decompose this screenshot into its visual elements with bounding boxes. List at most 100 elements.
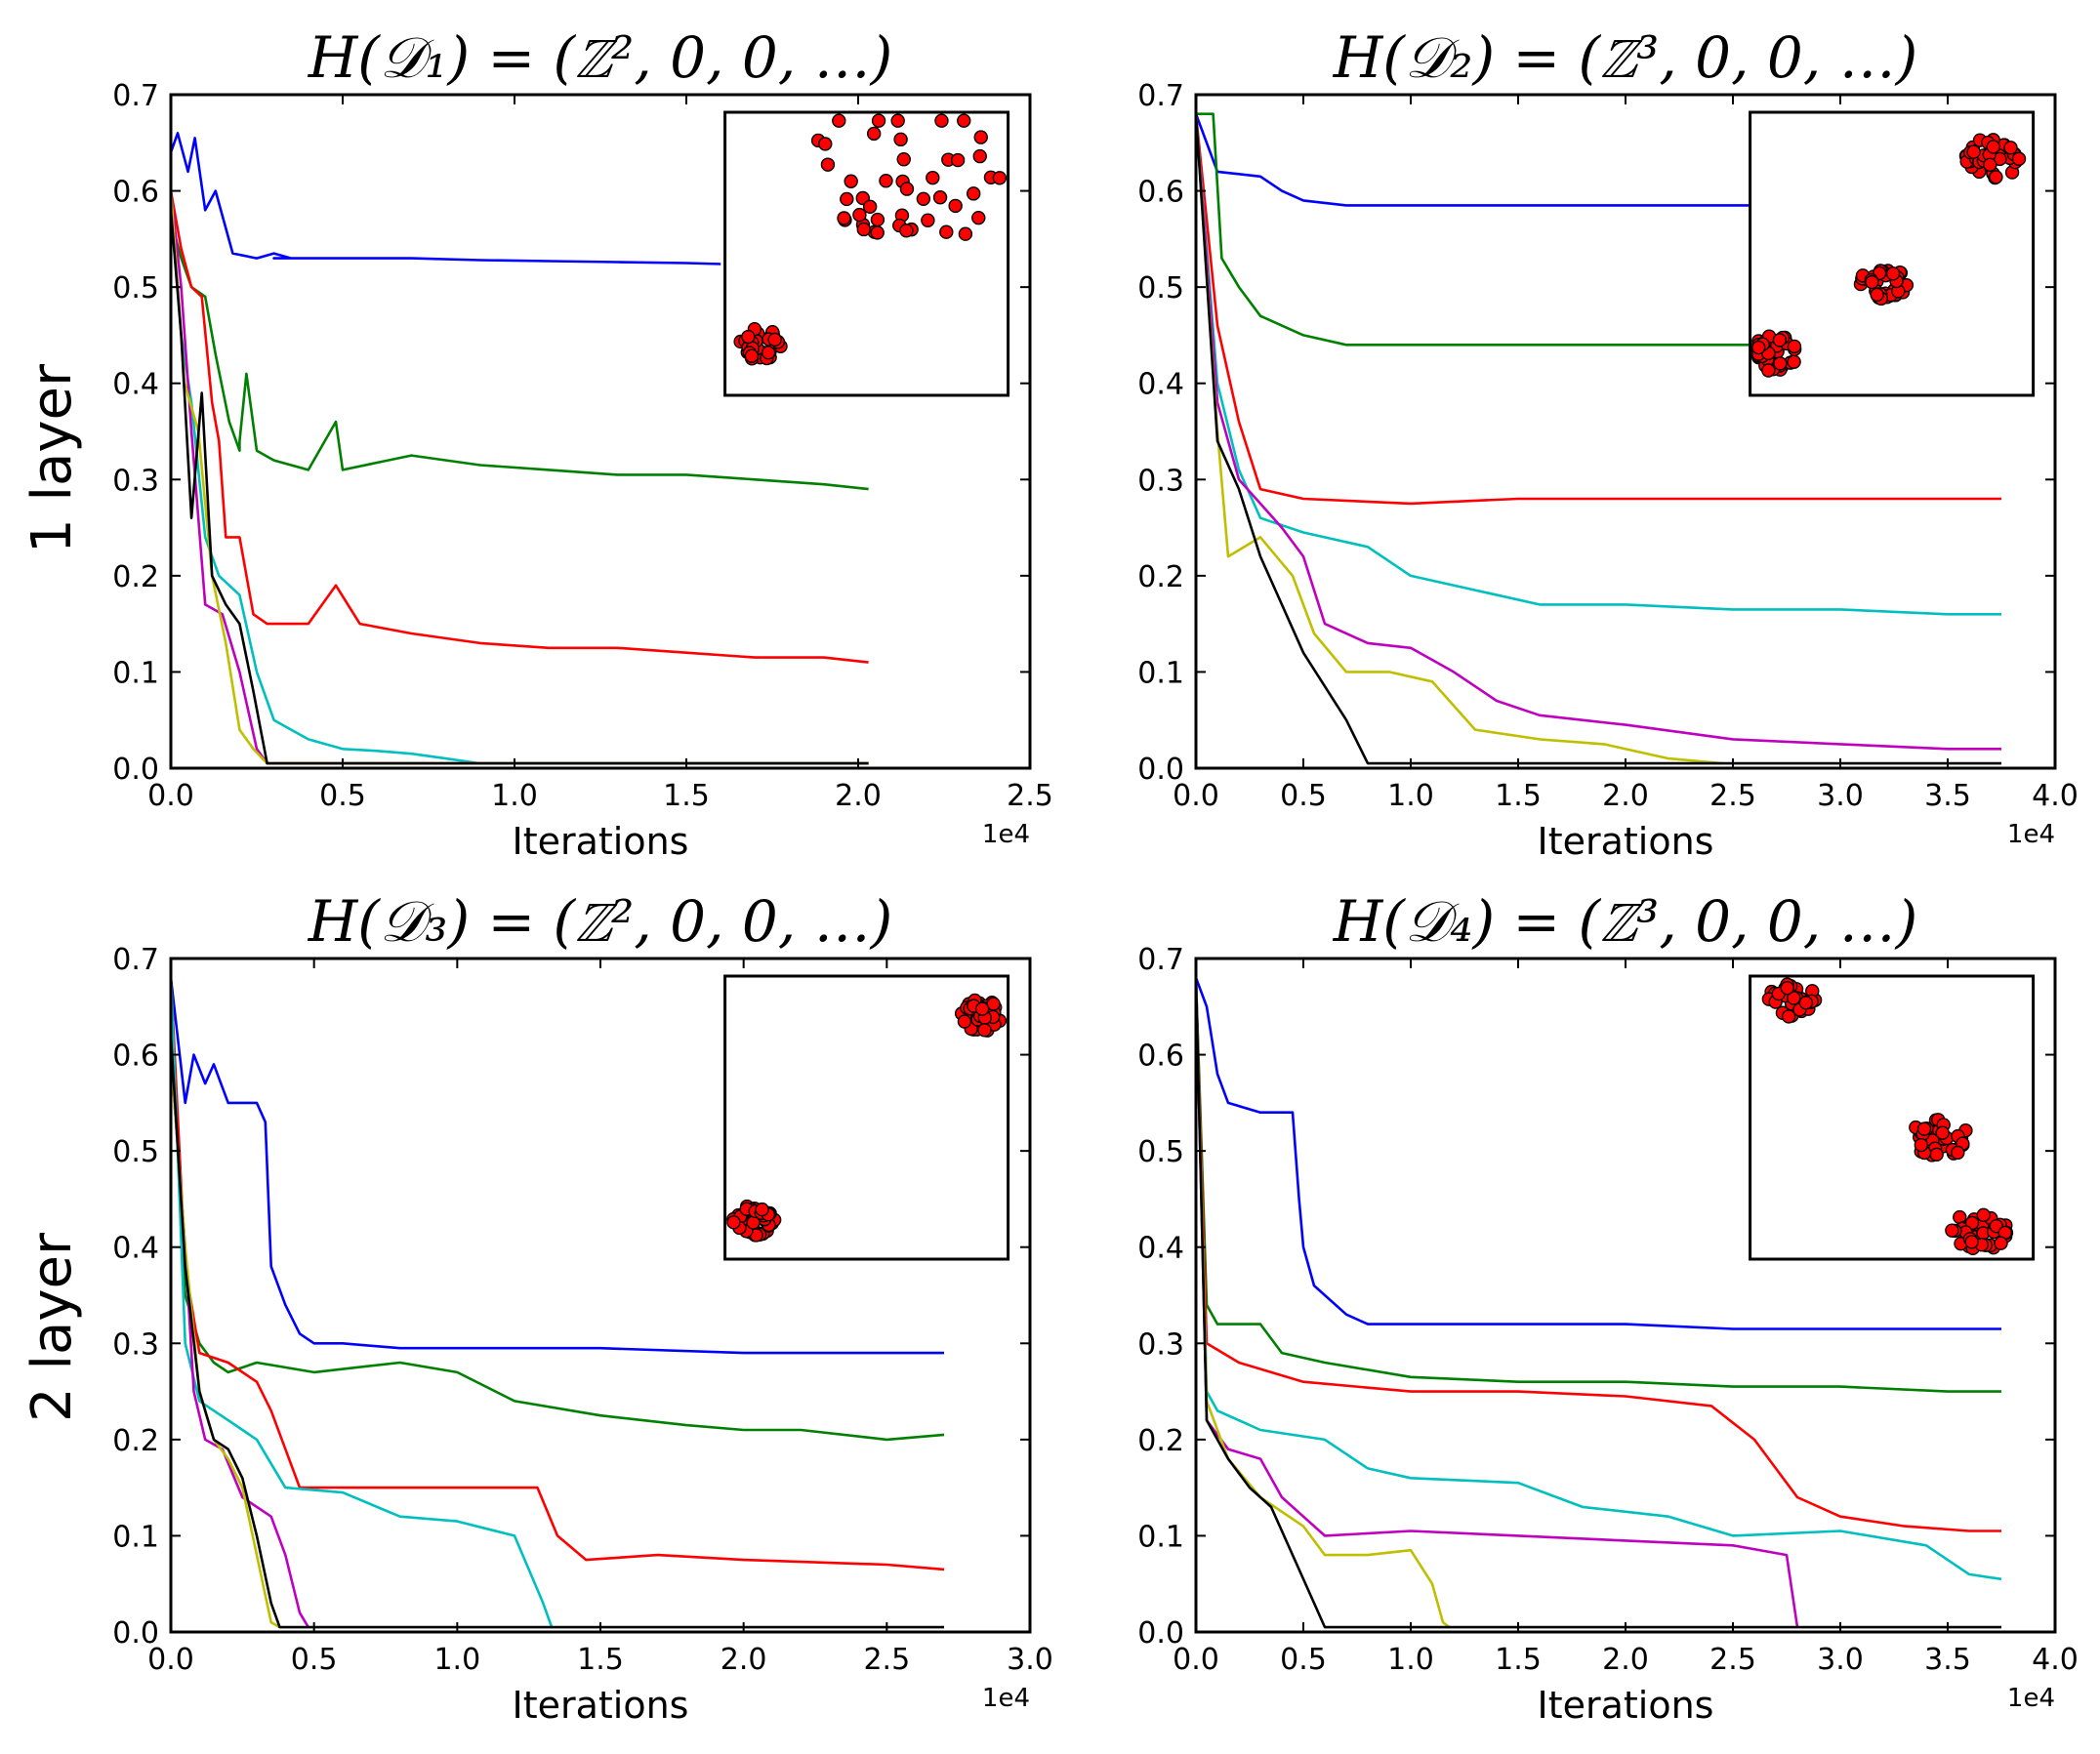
- inset-point: [1773, 356, 1788, 371]
- inset-point: [899, 224, 914, 238]
- y-tick-label: 0.4: [112, 368, 159, 402]
- x-tick-label: 0.0: [1173, 1643, 1219, 1677]
- inset-point: [1787, 991, 1801, 1005]
- series-line-magenta: [171, 1054, 309, 1628]
- series-line-yellow: [1196, 977, 1451, 1629]
- inset-point: [852, 207, 867, 223]
- x-tick-label: 1.5: [663, 779, 710, 813]
- series-line-black: [1196, 977, 2001, 1629]
- series-line-cyan: [171, 190, 869, 765]
- x-tick-label: 2.5: [1709, 1643, 1756, 1677]
- inset-point: [1951, 1145, 1965, 1161]
- x-tick-label: 1.5: [1495, 779, 1542, 813]
- x-axis-label: Iterations: [513, 1684, 689, 1727]
- chart-title: H(𝒟₃) = (ℤ², 0, 0, …): [308, 888, 893, 955]
- y-tick-label: 0.1: [1137, 656, 1184, 690]
- x-tick-label: 0.5: [1280, 1643, 1327, 1677]
- x-tick-label: 0.0: [147, 779, 194, 813]
- x-tick-label: 2.0: [1602, 1643, 1649, 1677]
- x-tick-label: 1.0: [1387, 779, 1434, 813]
- series-line-blue: [171, 977, 944, 1355]
- row-label-1: 1 layer: [21, 363, 84, 553]
- series-group: [171, 132, 869, 765]
- inset-point: [1929, 1147, 1944, 1163]
- x-axis-label: Iterations: [513, 820, 689, 863]
- inset-point: [948, 198, 963, 214]
- inset-point: [2011, 151, 2027, 166]
- x-tick-label: 0.5: [1280, 779, 1327, 813]
- plot-frame: [169, 93, 1032, 770]
- inset-point: [890, 113, 905, 128]
- y-tick-label: 0.3: [1137, 464, 1184, 498]
- x-tick-label: 2.5: [1709, 779, 1756, 813]
- x-tick-label: 3.0: [1007, 1643, 1053, 1677]
- inset-point: [870, 225, 885, 240]
- inset-point: [974, 1001, 990, 1016]
- inset-point: [820, 157, 836, 172]
- x-tick-label: 1.0: [433, 1643, 480, 1677]
- series-group: [1196, 112, 2001, 765]
- inset-point: [921, 213, 935, 227]
- inset-point: [1914, 1137, 1929, 1153]
- y-tick-label: 0.7: [1137, 943, 1184, 977]
- inset-point: [1994, 1236, 2008, 1250]
- x-axis-label: Iterations: [1538, 820, 1714, 863]
- inset-point: [832, 113, 846, 128]
- inset-point: [992, 171, 1008, 185]
- inset-point: [1989, 170, 2003, 184]
- y-tick-label: 0.3: [112, 464, 159, 498]
- chart-panel-3: 0.0 0.5 1.0 1.5 2.0 2.5 3.0 0.0 0.1 0.2 0.3 0.4 0.5 0…: [112, 888, 1053, 1727]
- series-line-black: [171, 1035, 944, 1629]
- inset-point: [741, 329, 756, 345]
- y-tick-label: 0.1: [112, 1520, 159, 1554]
- inset-point: [840, 191, 854, 207]
- y-tick-label: 0.6: [1137, 1040, 1184, 1074]
- inset-point: [744, 348, 760, 363]
- series-line-green: [171, 219, 869, 491]
- inset-point: [1966, 144, 1981, 159]
- inset-point: [1976, 1207, 1991, 1223]
- y-tick-label: 0.2: [112, 1424, 159, 1458]
- y-tick-label: 0.1: [1137, 1520, 1184, 1554]
- x-axis-label: Iterations: [1538, 1684, 1714, 1727]
- inset-point: [977, 1023, 992, 1038]
- series-line-black: [1196, 113, 2001, 765]
- y-tick-label: 0.5: [1137, 271, 1184, 306]
- inset-point: [1761, 363, 1776, 378]
- x-scale-label: 1e4: [2007, 820, 2055, 849]
- inset-point: [893, 132, 908, 147]
- x-scale-label: 1e4: [982, 820, 1030, 849]
- series-line-yellow: [1196, 113, 1723, 765]
- y-tick-label: 0.2: [1137, 560, 1184, 594]
- x-tick-label: 2.0: [835, 779, 882, 813]
- x-tick-label: 0.5: [319, 779, 366, 813]
- series-line-cyan: [1196, 977, 2002, 1581]
- y-tick-label: 0.0: [1137, 753, 1184, 787]
- series-line-green: [1196, 977, 2001, 1393]
- inset-point: [1945, 1223, 1959, 1238]
- inset-point: [818, 137, 833, 151]
- inset-point: [871, 113, 886, 128]
- inset-point: [1787, 339, 1802, 354]
- series-line-red: [171, 977, 945, 1571]
- inset-point: [972, 148, 987, 164]
- series-line-red: [1196, 977, 2001, 1532]
- x-tick-label: 3.5: [1924, 1643, 1971, 1677]
- x-tick-label: 4.0: [2032, 1643, 2079, 1677]
- inset-point: [1885, 266, 1901, 281]
- series-line-magenta: [1196, 113, 2001, 751]
- inset-point: [967, 186, 981, 201]
- series-line-green: [171, 977, 945, 1442]
- x-scale-label: 1e4: [2007, 1684, 2055, 1713]
- y-tick-label: 0.7: [112, 79, 159, 113]
- y-tick-label: 0.5: [112, 1135, 159, 1169]
- inset-point: [837, 211, 851, 225]
- y-tick-label: 0.7: [1137, 79, 1184, 113]
- y-tick-label: 0.7: [112, 943, 159, 977]
- inset-point: [957, 1014, 972, 1029]
- series-line-blue: [1196, 113, 1754, 207]
- chart-panel-1: 0.0 0.5 1.0 1.5 2.0 2.5 0.0 0.1 0.2 0.3 0.4 0.5 0.6 0…: [112, 24, 1053, 863]
- y-tick-label: 0.2: [1137, 1424, 1184, 1458]
- inset-point: [1865, 274, 1879, 290]
